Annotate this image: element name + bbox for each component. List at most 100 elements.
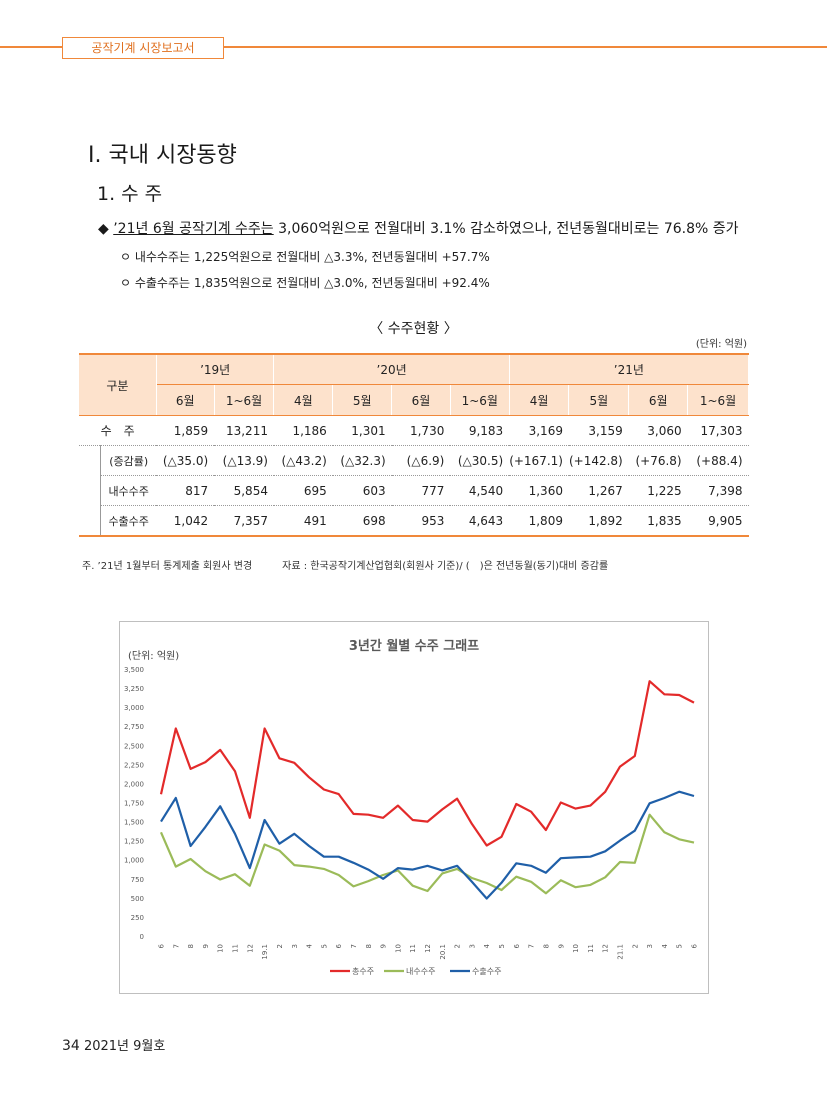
table-row-domestic: 내수수주 817 5,854 695 603 777 4,540 1,360 1…: [79, 475, 749, 506]
sub-bullet-domestic: ㅇ 내수수주는 1,225억원으로 전월대비 △3.3%, 전년동월대비 +57…: [120, 250, 490, 264]
x-tick-label: 12: [602, 944, 610, 953]
row-label: (증감률): [100, 445, 157, 476]
table-row-export: 수출수주 1,042 7,357 491 698 953 4,643 1,809…: [79, 505, 749, 537]
page-number: 34: [62, 1038, 80, 1054]
table-cell: (+88.4): [687, 445, 749, 476]
indent-cell: [79, 446, 101, 476]
chart-y-label: (단위: 억원): [128, 649, 179, 662]
series-line: [159, 680, 695, 847]
x-tick-label: 19.1: [261, 944, 269, 960]
series-line: [159, 813, 695, 895]
table-corner: 구분: [79, 354, 157, 416]
x-tick-label: 7: [172, 944, 180, 948]
table-cell: (△13.9): [214, 445, 274, 476]
x-tick-label: 6: [513, 943, 521, 948]
table-cell: (△32.3): [332, 445, 392, 476]
y-tick-label: 250: [131, 914, 144, 922]
y-tick-label: 1,250: [124, 838, 144, 846]
table-cell: 4,643: [450, 505, 510, 537]
table-unit: (단위: 억원): [695, 339, 747, 350]
table-cell: 3,060: [628, 415, 688, 446]
x-tick-label: 5: [676, 944, 684, 948]
page-footer: 34 2021년 9월호: [62, 1035, 165, 1054]
x-tick-label: 2: [276, 944, 284, 948]
bullet-underlined-text: ’21년 6월 공작기계 수주는: [113, 221, 274, 237]
x-tick-label: 5: [498, 944, 506, 948]
x-tick-label: 11: [587, 944, 595, 953]
table-cell: 953: [391, 505, 451, 537]
section-label: 공작기계 시장보고서: [62, 37, 224, 59]
table-cell: 1,042: [156, 505, 215, 537]
table-cell: 13,211: [214, 415, 274, 446]
table-cell: (△43.2): [273, 445, 333, 476]
year-2020: ’20년: [273, 354, 510, 385]
y-tick-label: 2,250: [124, 761, 144, 769]
chart-title: 3년간 월별 수주 그래프: [349, 638, 479, 654]
table-cell: (+142.8): [568, 445, 629, 476]
x-tick-label: 11: [409, 944, 417, 953]
table-cell: 4,540: [450, 475, 510, 506]
table-cell: 1,186: [273, 415, 333, 446]
table-cell: 603: [332, 475, 392, 506]
table-cell: (△30.5): [450, 445, 510, 476]
bullet-text: 3,060억원으로 전월대비 3.1% 감소하였으나, 전년동월대비로는 76.…: [273, 221, 739, 237]
legend-label: 총수주: [352, 967, 374, 976]
y-tick-label: 750: [131, 876, 144, 884]
y-tick-label: 2,750: [124, 723, 144, 731]
x-tick-label: 20.1: [439, 944, 447, 960]
table-note: 주. ’21년 1월부터 통계제출 회원사 변경 자료 : 한국공작기계산업협회…: [82, 561, 609, 572]
month-header: 1~6월: [214, 384, 275, 416]
table-cell: 695: [273, 475, 333, 506]
table-row-total: 수 주 1,859 13,211 1,186 1,301 1,730 9,183…: [79, 415, 749, 446]
x-tick-label: 7: [528, 944, 536, 948]
y-tick-label: 3,250: [124, 685, 144, 693]
table-cell: 5,854: [214, 475, 274, 506]
x-tick-label: 11: [232, 944, 240, 953]
line-chart: 3년간 월별 수주 그래프 (단위: 억원) 0 250 500 750 1,000 1,…: [124, 638, 699, 976]
x-tick-label: 8: [542, 944, 550, 948]
x-tick-label: 6: [691, 943, 699, 948]
indent-cell: [79, 476, 101, 506]
issue-label: 2021년 9월호: [83, 1039, 166, 1054]
table-cell: 777: [391, 475, 451, 506]
x-tick-label: 9: [380, 944, 388, 948]
year-2019: ’19년: [156, 354, 275, 385]
row-label: 수출수주: [100, 505, 157, 537]
x-tick-label: 9: [557, 944, 565, 948]
table-header-years: 구분 ’19년 ’20년 ’21년: [79, 354, 750, 416]
legend-label: 수출수주: [472, 966, 501, 976]
month-header: 6월: [628, 384, 689, 416]
sub-bullet-export: ㅇ 수출수주는 1,835억원으로 전월대비 △3.0%, 전년동월대비 +92…: [120, 276, 490, 290]
x-tick-label: 2: [454, 944, 462, 948]
table-cell: 698: [332, 505, 392, 537]
month-header: 5월: [332, 384, 393, 416]
bullet-marker: ◆: [98, 221, 109, 237]
chart-frame: 3년간 월별 수주 그래프 (단위: 억원) 0 250 500 750 1,000 1,…: [119, 621, 709, 994]
y-tick-label: 2,500: [124, 742, 144, 750]
summary-bullet: ◆ ’21년 6월 공작기계 수주는 3,060억원으로 전월대비 3.1% 감…: [98, 218, 739, 238]
table-cell: 1,360: [509, 475, 569, 506]
table-cell: 3,169: [509, 415, 569, 446]
table-cell: 7,398: [687, 475, 749, 506]
table-cell: (+167.1): [509, 445, 569, 476]
y-tick-label: 3,000: [124, 704, 144, 712]
month-header: 4월: [509, 384, 570, 416]
table-cell: 9,905: [687, 505, 749, 537]
table-row-growth: (증감률) (△35.0) (△13.9) (△43.2) (△32.3) (△…: [79, 445, 749, 476]
x-tick-label: 6: [335, 943, 343, 948]
month-header: 4월: [273, 384, 334, 416]
month-header: 1~6월: [450, 384, 510, 416]
x-tick-label: 21.1: [616, 944, 624, 960]
x-tick-label: 5: [320, 944, 328, 948]
table-title: 〈 수주현황 〉: [369, 321, 458, 337]
x-tick-label: 10: [217, 944, 225, 953]
x-tick-label: 12: [424, 944, 432, 953]
table-cell: 3,159: [568, 415, 629, 446]
table-cell: 1,859: [156, 415, 215, 446]
x-tick-label: 8: [187, 944, 195, 948]
orders-table: 구분 ’19년 ’20년 ’21년 6월 1~6월 4월 5월 6월 1~6월 …: [79, 353, 750, 537]
y-tick-label: 1,000: [124, 857, 144, 865]
month-header: 6월: [391, 384, 451, 416]
x-tick-label: 3: [468, 944, 476, 948]
y-tick-label: 3,500: [124, 666, 144, 674]
